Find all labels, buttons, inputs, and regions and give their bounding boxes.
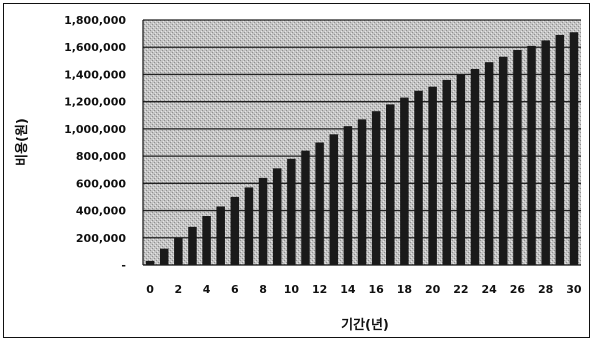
bars — [145, 32, 579, 266]
bar — [315, 142, 324, 265]
x-tick-label: 4 — [203, 283, 211, 296]
bar — [484, 62, 494, 265]
x-tick-label: 20 — [425, 283, 441, 296]
bar — [428, 86, 437, 265]
bar — [216, 206, 225, 265]
x-axis-ticks: 0 2 4 6 8 10 12 14 16 18 20 22 24 26 28 30 — [146, 283, 582, 296]
x-tick-label: 0 — [146, 283, 154, 296]
bar — [499, 56, 508, 265]
bar — [470, 69, 480, 265]
x-tick-label: 30 — [566, 283, 582, 296]
y-axis-ticks: - 200,000 400,000 600,000 800,000 1,000,000 1,… — [64, 14, 126, 272]
bar — [371, 111, 381, 265]
x-tick-label: 10 — [284, 283, 300, 296]
x-tick-label: 2 — [174, 283, 182, 296]
x-tick-label: 6 — [231, 283, 239, 296]
y-tick-label: 200,000 — [76, 232, 126, 245]
bar — [301, 150, 310, 265]
bar — [527, 45, 536, 265]
x-axis-title: 기간(년) — [341, 317, 389, 333]
x-tick-label: 22 — [453, 283, 468, 296]
bar — [541, 40, 550, 265]
bar — [174, 237, 183, 265]
x-tick-label: 28 — [538, 283, 553, 296]
bar — [513, 49, 522, 265]
bar — [159, 248, 169, 265]
bar — [272, 168, 282, 265]
y-axis-title: 비용(원) — [14, 118, 30, 166]
bar — [555, 34, 565, 265]
bar — [414, 90, 423, 266]
y-tick-label: 1,800,000 — [64, 14, 126, 27]
bar — [329, 134, 338, 265]
x-tick-label: 26 — [510, 283, 526, 296]
x-tick-label: 24 — [482, 283, 498, 296]
y-tick-label: 1,400,000 — [64, 68, 126, 81]
bar — [357, 119, 367, 265]
y-tick-label: 600,000 — [76, 177, 126, 190]
bar — [145, 260, 155, 265]
bar — [343, 126, 353, 266]
y-tick-label: 1,000,000 — [64, 123, 126, 136]
x-tick-label: 14 — [340, 283, 356, 296]
y-tick-label: 1,600,000 — [64, 41, 126, 54]
bar — [287, 158, 296, 265]
x-tick-label: 16 — [368, 283, 384, 296]
y-tick-label: 800,000 — [76, 150, 126, 163]
bar — [442, 79, 452, 265]
y-tick-label: 1,200,000 — [64, 96, 126, 109]
bar — [258, 177, 268, 265]
x-tick-label: 8 — [259, 283, 267, 296]
bar — [230, 196, 240, 265]
bar — [202, 216, 211, 265]
bar — [386, 104, 395, 265]
y-tick-label: 400,000 — [76, 205, 126, 218]
bar — [188, 226, 197, 265]
bar — [244, 187, 254, 265]
bar — [456, 74, 466, 265]
bar — [569, 32, 579, 265]
bar — [400, 97, 409, 265]
x-tick-label: 18 — [397, 283, 412, 296]
y-tick-label: - — [121, 259, 126, 272]
x-tick-label: 12 — [312, 283, 327, 296]
